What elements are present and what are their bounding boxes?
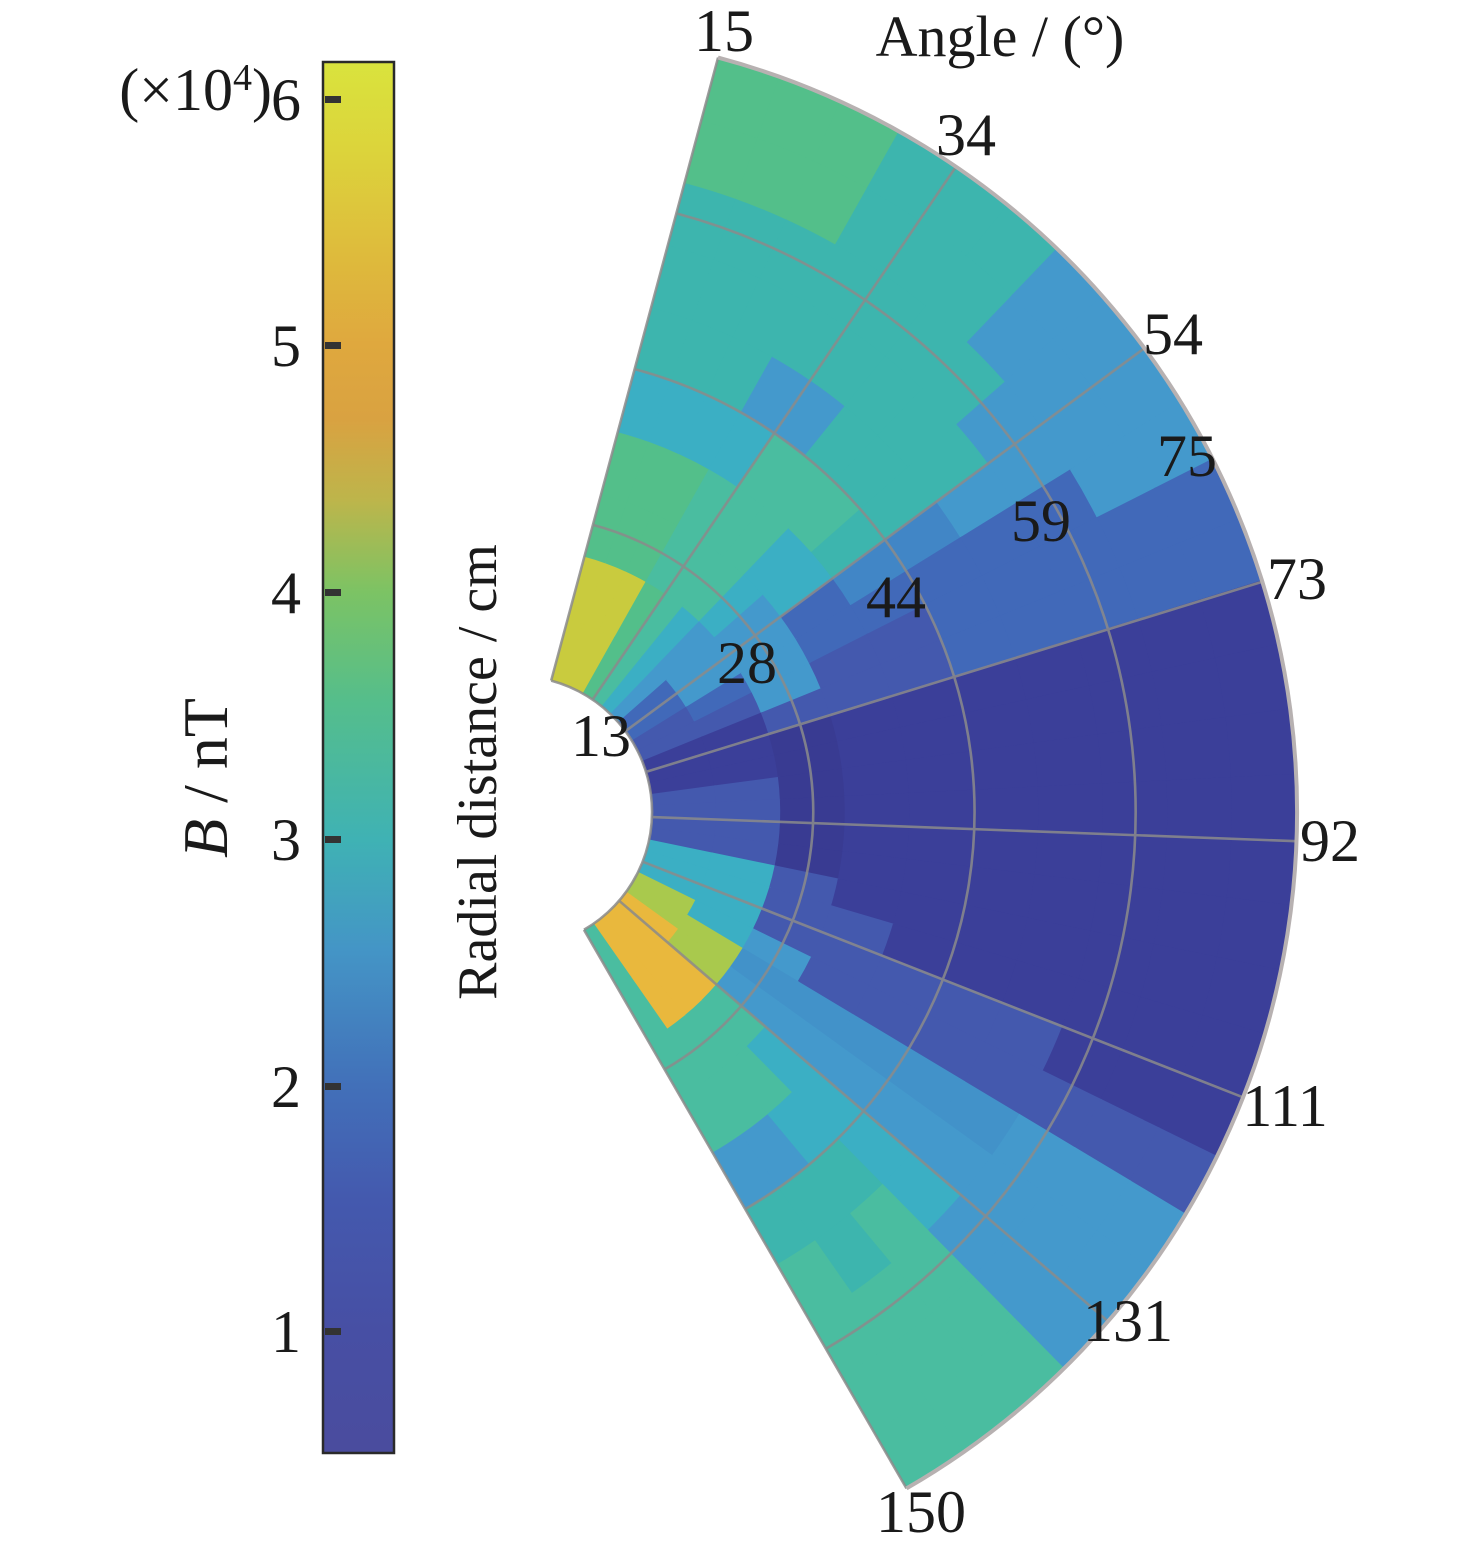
svg-text:92: 92 bbox=[1300, 808, 1360, 874]
svg-text:15: 15 bbox=[694, 0, 754, 64]
svg-text:59: 59 bbox=[1011, 488, 1071, 554]
svg-text:131: 131 bbox=[1083, 1288, 1173, 1354]
svg-text:150: 150 bbox=[876, 1479, 966, 1545]
svg-text:5: 5 bbox=[271, 313, 301, 379]
svg-text:6: 6 bbox=[271, 67, 301, 133]
svg-text:34: 34 bbox=[936, 102, 996, 168]
svg-text:4: 4 bbox=[271, 560, 301, 626]
svg-text:54: 54 bbox=[1143, 301, 1203, 367]
svg-text:28: 28 bbox=[717, 630, 777, 696]
svg-text:B / nT: B / nT bbox=[170, 698, 241, 858]
svg-text:111: 111 bbox=[1242, 1073, 1328, 1139]
svg-text:Angle / (°): Angle / (°) bbox=[876, 4, 1125, 69]
svg-text:13: 13 bbox=[571, 703, 631, 769]
svg-text:44: 44 bbox=[866, 564, 926, 630]
svg-text:Radial distance / cm: Radial distance / cm bbox=[447, 544, 509, 1000]
svg-text:73: 73 bbox=[1267, 546, 1327, 612]
svg-text:3: 3 bbox=[271, 807, 301, 873]
svg-text:75: 75 bbox=[1157, 423, 1217, 489]
svg-text:1: 1 bbox=[271, 1299, 301, 1365]
svg-text:2: 2 bbox=[271, 1054, 301, 1120]
